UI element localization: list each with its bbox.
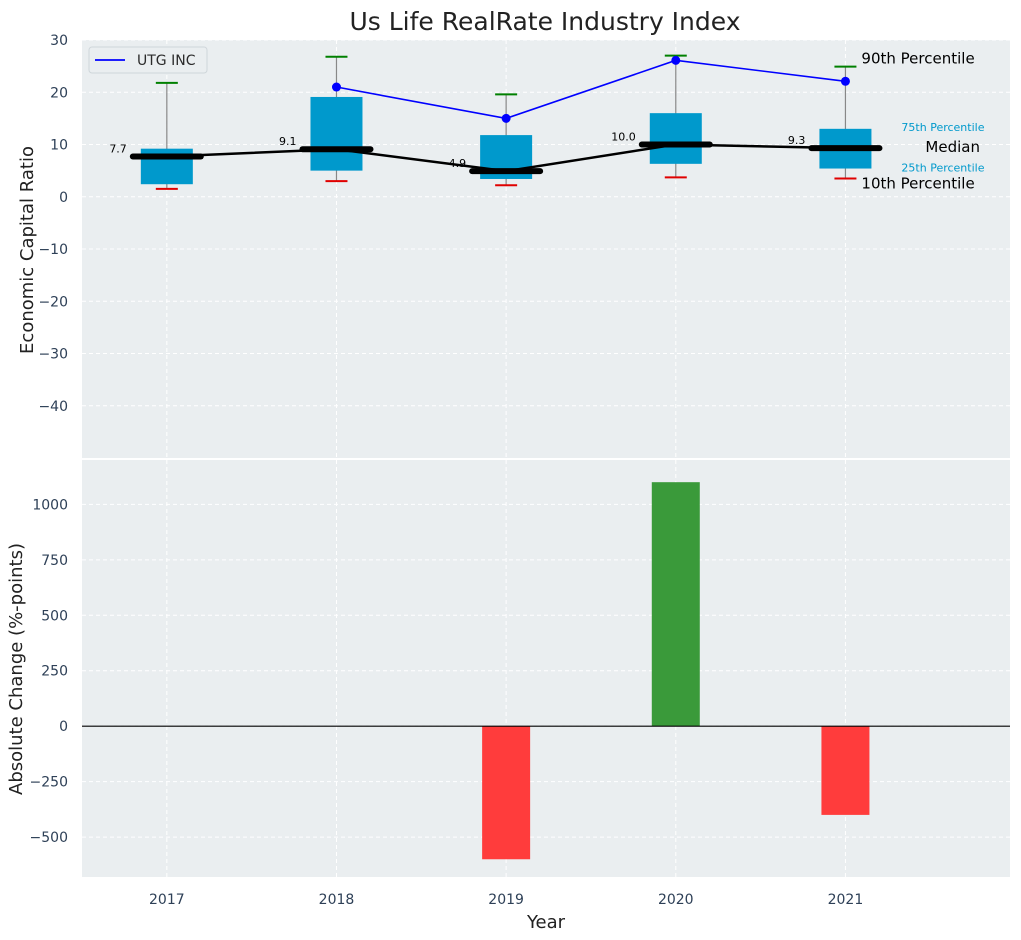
utg-inc-point xyxy=(671,55,681,65)
x-tick-label: 2021 xyxy=(828,892,864,908)
top-y-tick-label: 10 xyxy=(50,138,68,154)
annotation-p75: 75th Percentile xyxy=(901,121,984,134)
bottom-y-axis-label: Absolute Change (%-points) xyxy=(6,543,27,795)
bottom-y-tick-label: 500 xyxy=(41,608,68,624)
bottom-plot-area xyxy=(82,460,1010,877)
median-value-label: 7.7 xyxy=(109,143,127,156)
annotation-p25: 25th Percentile xyxy=(901,162,984,175)
x-tick-label: 2017 xyxy=(149,892,185,908)
change-bar xyxy=(482,726,531,860)
bottom-y-tick-label: 1000 xyxy=(32,497,68,513)
top-y-tick-label: −40 xyxy=(38,399,68,415)
top-y-tick-label: 30 xyxy=(50,33,68,49)
top-panel: −40 −30 −20 −10 0 10 20 30 7.7 9.1 4.9 10.0 9.3 UTG I… xyxy=(38,33,1010,458)
median-value-label: 9.3 xyxy=(788,134,806,147)
utg-inc-point xyxy=(501,113,511,123)
x-axis-label: Year xyxy=(526,912,566,933)
top-y-tick-label: −30 xyxy=(38,347,68,363)
legend-label-utg-inc: UTG INC xyxy=(137,53,196,69)
bottom-y-tick-label: −500 xyxy=(30,830,68,846)
utg-inc-line xyxy=(336,59,846,120)
median-value-label: 4.9 xyxy=(449,157,467,170)
top-y-tick-label: −20 xyxy=(38,294,68,310)
annotation-p10: 10th Percentile xyxy=(861,174,974,192)
legend-box xyxy=(88,46,208,74)
utg-inc-point xyxy=(331,82,341,92)
chart-title: Us Life RealRate Industry Index xyxy=(349,7,740,36)
bottom-y-tick-label: −250 xyxy=(30,775,68,791)
annotation-median: Median xyxy=(925,138,980,156)
change-bar xyxy=(821,726,870,815)
bottom-y-tick-label: 750 xyxy=(41,553,68,569)
x-tick-label: 2018 xyxy=(319,892,355,908)
utg-inc-point xyxy=(840,76,850,86)
bottom-y-tick-label: 250 xyxy=(41,664,68,680)
x-tick-label: 2020 xyxy=(658,892,694,908)
iqr-box xyxy=(649,113,702,164)
iqr-box xyxy=(310,96,363,171)
median-value-label: 9.1 xyxy=(279,135,297,148)
legend: UTG INC xyxy=(88,46,208,74)
top-y-tick-label: 20 xyxy=(50,85,68,101)
change-bar xyxy=(651,482,700,727)
x-tick-label: 2019 xyxy=(488,892,524,908)
top-y-tick-label: 0 xyxy=(59,190,68,206)
bottom-panel: −500 −250 0 250 500 750 1000 2017 2018 2019 2020 20… xyxy=(30,460,1010,908)
bottom-y-tick-label: 0 xyxy=(59,719,68,735)
annotation-p90: 90th Percentile xyxy=(861,50,974,68)
top-y-tick-label: −10 xyxy=(38,242,68,258)
top-y-axis-label: Economic Capital Ratio xyxy=(17,146,38,354)
median-value-label: 10.0 xyxy=(611,131,636,144)
